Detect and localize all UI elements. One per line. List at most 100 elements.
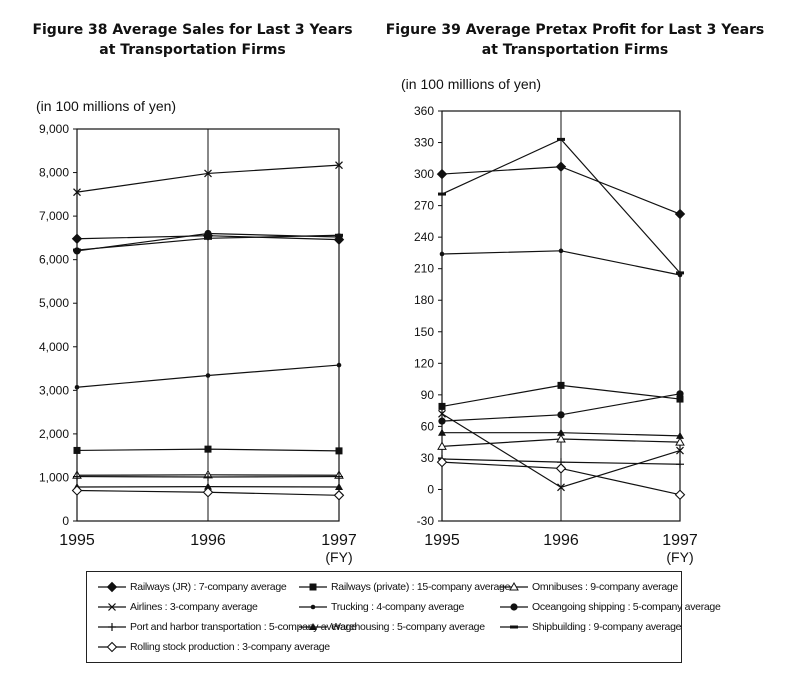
figure-39-y-tick-label: 0 (427, 482, 434, 496)
figure-39-x-unit-label: (FY) (666, 549, 693, 565)
figure-38-y-tick-label: 9,000 (39, 122, 69, 136)
legend-marker-trucking (310, 604, 316, 610)
legend-swatch-oceangoing (500, 603, 528, 611)
figure-39-series-railways_jr (436, 161, 686, 220)
figure-39-data-point-trucking (439, 251, 445, 257)
figure-39-title: Figure 39 Average Pretax Profit for Last… (385, 20, 765, 60)
figure-38-series-port (73, 472, 343, 482)
figure-39-plot: -30 0 30 60 90 120 150 180 210 240 270 300 330 360 199… (414, 104, 698, 565)
legend-item-railways_jr: Railways (JR) : 7-company average (97, 577, 287, 597)
figure-39-y-tick-label: 210 (414, 262, 434, 276)
figure-38-data-point-port (73, 472, 81, 481)
figure-38-title: Figure 38 Average Sales for Last 3 Years… (20, 20, 365, 60)
legend-item-airlines: Airlines : 3-company average (97, 597, 258, 617)
figure-38-unit-label: (in 100 millions of yen) (36, 98, 177, 114)
figure-39-data-point-oceangoing (557, 411, 565, 419)
legend-marker-oceangoing (510, 603, 518, 611)
figure-39-data-point-port (676, 460, 684, 469)
figure-38-series-railways_private (73, 445, 343, 455)
figure-39-series-railways_private (438, 381, 684, 410)
figure-39-data-point-shipbuilding (676, 271, 684, 275)
legend-swatch-warehousing (299, 623, 327, 630)
figure-38-data-point-rolling_stock (202, 486, 214, 498)
figure-38-series-shipbuilding (73, 233, 343, 252)
legend-marker-port (108, 623, 116, 631)
figure-39-data-point-airlines (438, 409, 446, 418)
figure-39-data-point-shipbuilding (438, 192, 446, 196)
figure-38-y-tick-label: 8,000 (39, 166, 69, 180)
figure-38-data-point-port (204, 473, 212, 482)
legend-item-omnibuses: Omnibuses : 9-company average (499, 577, 678, 597)
figure-39-data-point-airlines (557, 483, 565, 492)
figure-39-series-trucking (439, 248, 683, 278)
legend-label-warehousing: Warehousing : 5-company average (331, 621, 485, 633)
legend-swatch-railways_jr (98, 581, 126, 593)
figure-38-x-tick-label: 1996 (190, 532, 226, 549)
legend-swatch-shipbuilding (500, 625, 528, 629)
figure-39-series-oceangoing (438, 390, 684, 425)
figure-38-data-point-shipbuilding (335, 233, 343, 237)
figure-39-x-tick-label: 1997 (662, 532, 698, 549)
figure-39-data-point-railways_jr (555, 161, 567, 172)
figure-39-y-tick-label: 330 (414, 136, 434, 150)
figure-39-series-rolling_stock (436, 456, 686, 500)
figure-39-data-point-railways_private (438, 402, 446, 410)
figure-39-x-tick-label: 1996 (543, 532, 579, 549)
legend-item-railways_private: Railways (private) : 15-company average (298, 577, 510, 597)
figure-39-series-warehousing (438, 428, 684, 439)
figure-39-y-tick-label: 180 (414, 293, 434, 307)
figure-38-data-point-shipbuilding (73, 248, 81, 252)
figure-38-data-point-trucking (74, 384, 80, 390)
legend-label-omnibuses: Omnibuses : 9-company average (532, 581, 678, 593)
figure-39-y-tick-label: 120 (414, 356, 434, 370)
legend-swatch-omnibuses (500, 581, 528, 591)
figure-38-data-point-airlines (73, 188, 81, 197)
figure-39-data-point-omnibuses (437, 441, 447, 450)
figure-38-y-tick-label: 5,000 (39, 296, 69, 310)
figure-38-series-trucking (74, 362, 342, 390)
figure-38-y-tick-label: 6,000 (39, 253, 69, 267)
figure-39-title-line-1: Figure 39 Average Pretax Profit for Last… (385, 22, 765, 38)
legend-swatch-rolling_stock (98, 641, 126, 653)
figure-38-data-point-oceangoing (204, 229, 212, 238)
legend-label-railways_private: Railways (private) : 15-company average (331, 581, 511, 593)
legend-label-railways_jr: Railways (JR) : 7-company average (130, 581, 287, 593)
figure-38-y-tick-label: 7,000 (39, 209, 69, 223)
figure-39-series-shipbuilding (438, 137, 684, 275)
legend-marker-railways_private (309, 583, 317, 591)
figure-39-data-point-omnibuses (556, 433, 566, 443)
legend-marker-warehousing (309, 623, 317, 630)
figure-38-x-unit-label: (FY) (325, 549, 352, 565)
charts-canvas: 0 1,000 2,000 3,000 4,000 5,000 6,000 7,000 8,00… (39, 104, 698, 565)
figure-39-y-tick-label: 270 (414, 199, 434, 213)
figure-39-data-point-rolling_stock (555, 463, 567, 474)
figure-38-data-point-airlines (335, 161, 343, 170)
figure-38-title-line-1: Figure 38 Average Sales for Last 3 Years (32, 22, 353, 38)
legend-label-rolling_stock: Rolling stock production : 3-company ave… (130, 641, 330, 653)
figure-39-y-tick-label: -30 (417, 514, 435, 528)
legend-marker-omnibuses (509, 581, 519, 591)
figure-39-y-tick-label: 90 (421, 388, 435, 402)
figure-39-series-airlines (438, 409, 684, 492)
figure-38-title-line-2: at Transportation Firms (99, 42, 286, 58)
figure-38-data-point-trucking (336, 362, 342, 368)
legend-marker-airlines (108, 603, 116, 611)
figure-38-data-point-rolling_stock (333, 490, 345, 501)
figure-38-data-point-railways_private (204, 445, 212, 453)
figure-39-data-point-railways_private (557, 381, 565, 389)
figure-39-series-omnibuses (437, 433, 685, 450)
figure-39-data-point-warehousing (438, 428, 446, 436)
legend-item-oceangoing: Oceangoing shipping : 5-company average (499, 597, 721, 617)
figure-39-y-tick-label: 300 (414, 167, 434, 181)
figure-39-data-point-oceangoing (676, 390, 684, 398)
figure-38-data-point-railways_jr (71, 233, 83, 244)
figure-38-data-point-shipbuilding (204, 236, 212, 240)
figure-39-data-point-airlines (676, 446, 684, 455)
figure-38-data-point-warehousing (335, 483, 343, 491)
figure-38-series-rolling_stock (71, 485, 345, 501)
legend-label-airlines: Airlines : 3-company average (130, 601, 258, 613)
legend-label-trucking: Trucking : 4-company average (331, 601, 465, 613)
figure-38-y-tick-label: 4,000 (39, 340, 69, 354)
figure-38-data-point-railways_private (335, 447, 343, 455)
legend-swatch-trucking (299, 604, 327, 610)
